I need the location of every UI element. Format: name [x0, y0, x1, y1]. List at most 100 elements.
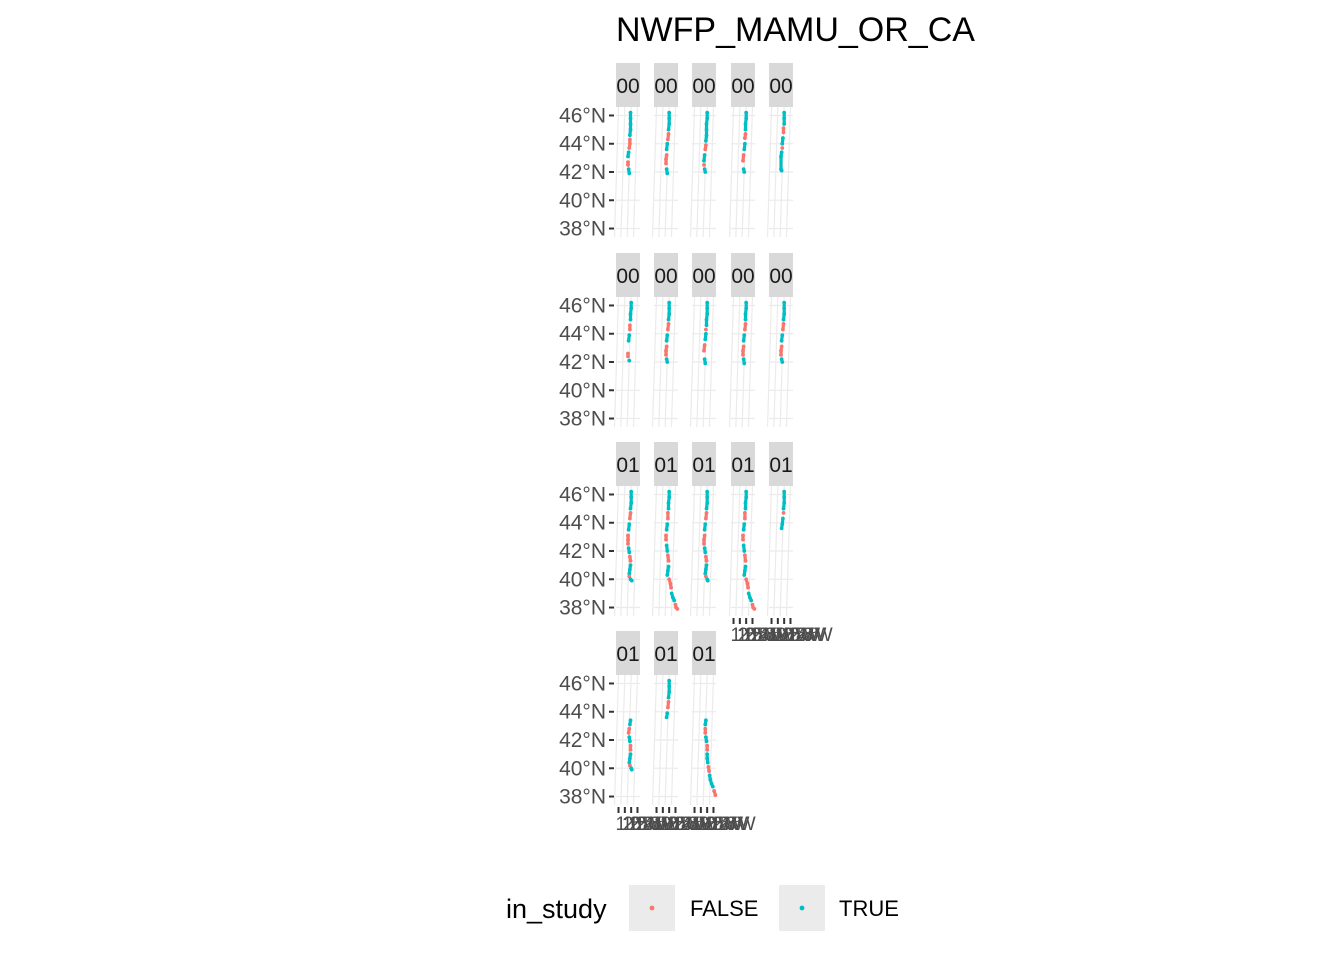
data-point [628, 563, 633, 568]
data-point [628, 743, 633, 748]
y-tick-label: 40°N [559, 757, 606, 780]
data-point [741, 344, 746, 349]
data-point [779, 154, 783, 159]
facet-strip-label: 01 [654, 643, 677, 666]
legend-title: in_study [506, 894, 607, 924]
facet-strip [654, 442, 678, 486]
data-point [709, 781, 714, 786]
data-point [781, 506, 786, 511]
facet-panel: 00 [728, 63, 755, 238]
data-point [743, 564, 748, 569]
facet-strip-label: 01 [769, 454, 792, 477]
x-tick-label: 124°W [704, 814, 749, 835]
facet-strip [616, 631, 640, 675]
facet-strip-label: 00 [692, 265, 715, 288]
data-point [780, 360, 785, 364]
data-point [627, 550, 632, 555]
data-point [705, 306, 710, 311]
facet-panel: 01 [689, 442, 716, 617]
panel-grid [689, 485, 716, 617]
data-point [665, 141, 670, 146]
data-point [743, 122, 748, 126]
facet-strip-label: 00 [731, 265, 754, 288]
y-tick-label: 46°N [559, 294, 606, 317]
data-point [705, 495, 710, 500]
data-point [664, 338, 669, 343]
data-point [742, 333, 747, 338]
panel-grid [613, 296, 640, 428]
data-point [666, 127, 671, 132]
facet-strip-label: 01 [616, 643, 639, 666]
data-point [743, 506, 748, 511]
data-point [781, 126, 786, 131]
data-point [705, 752, 710, 757]
data-point [782, 306, 787, 311]
data-point [627, 333, 632, 338]
data-point [704, 127, 709, 132]
data-point [665, 711, 670, 716]
data-point [669, 591, 674, 596]
data-point [702, 167, 707, 172]
data-point [703, 139, 708, 143]
data-point [707, 769, 711, 773]
data-point [703, 554, 708, 559]
data-point [712, 788, 717, 793]
data-point [741, 527, 746, 532]
panel-grid [689, 106, 716, 238]
data-point [744, 495, 749, 500]
data-point [626, 150, 631, 155]
data-point [704, 506, 709, 511]
facet-strip [731, 442, 755, 486]
y-tick-label: 44°N [559, 701, 606, 724]
data-point [627, 171, 632, 176]
y-tick-label: 40°N [559, 379, 606, 402]
x-tick-label: 125°W [737, 625, 782, 646]
data-point [667, 690, 672, 694]
data-point [744, 306, 749, 311]
x-tick-label: 125°W [660, 814, 705, 835]
y-tick-label: 38°N [559, 786, 606, 809]
data-point [703, 170, 708, 174]
data-point [742, 510, 747, 515]
x-tick-label: 125°W [698, 814, 743, 835]
data-point [703, 143, 708, 148]
data-point [666, 558, 671, 563]
data-point [629, 306, 634, 311]
data-point [666, 131, 671, 136]
facet-strip [654, 63, 678, 107]
y-tick-label: 40°N [559, 568, 606, 591]
facet-strip [769, 253, 793, 297]
data-point [664, 153, 669, 157]
data-point [779, 150, 784, 155]
data-point [664, 344, 669, 349]
data-point [781, 317, 786, 322]
data-point [667, 116, 672, 121]
facet-strip-label: 00 [654, 75, 677, 98]
data-point [741, 153, 746, 157]
data-point [628, 506, 633, 511]
data-point [626, 731, 631, 735]
facet-strip-label: 00 [769, 265, 792, 288]
y-tick-label: 42°N [559, 729, 606, 752]
data-point [708, 777, 713, 782]
facet-strip [769, 63, 793, 107]
data-point [704, 323, 709, 328]
data-point [665, 522, 670, 527]
data-point [704, 133, 709, 138]
data-point [741, 533, 745, 538]
x-tick-label: 123°W [672, 814, 717, 835]
data-point [665, 360, 670, 364]
data-point [665, 553, 670, 558]
facet-strip [692, 631, 716, 675]
data-point [627, 516, 632, 521]
legend-label: TRUE [839, 896, 899, 921]
data-point [665, 516, 670, 521]
data-point [702, 527, 707, 532]
data-point [664, 157, 668, 162]
data-point [779, 348, 783, 353]
data-track [743, 111, 748, 132]
y-tick-label: 44°N [559, 512, 606, 535]
data-point [667, 684, 672, 689]
